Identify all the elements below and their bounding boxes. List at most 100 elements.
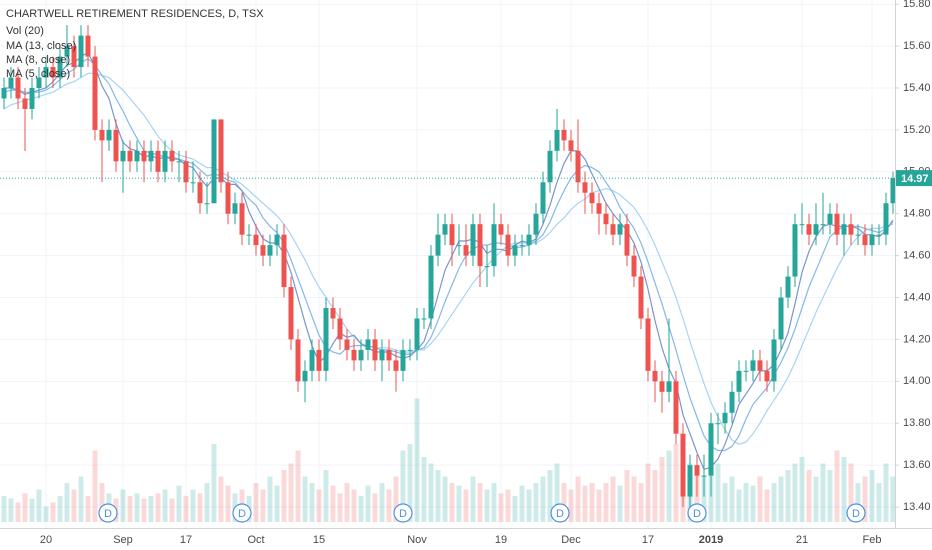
volume-bar <box>414 398 420 522</box>
x-tick-label: 21 <box>796 534 808 546</box>
y-tick-label: 15.40 <box>903 82 931 94</box>
volume-bar <box>274 485 280 522</box>
volume-bar <box>421 457 427 522</box>
volume-bar <box>99 483 105 522</box>
candle-body <box>141 150 147 162</box>
volume-bar <box>92 450 98 522</box>
candle-body <box>680 433 686 497</box>
candle-body <box>505 234 511 256</box>
candle-body <box>288 287 294 340</box>
candle-body <box>99 129 105 141</box>
volume-bar <box>834 450 840 522</box>
y-tick-label: 14.20 <box>903 333 931 345</box>
volume-bar <box>50 502 56 522</box>
candle-body <box>610 224 616 235</box>
volume-bar <box>211 444 217 522</box>
volume-bar <box>379 483 385 522</box>
candle-body <box>638 276 644 319</box>
candle-body <box>267 245 273 256</box>
volume-bar <box>1 496 7 522</box>
candle-body <box>645 318 651 371</box>
volume-bar <box>288 463 294 522</box>
candle-body <box>8 77 14 88</box>
candle-body <box>673 381 679 434</box>
candle-body <box>519 245 525 247</box>
volume-bar <box>876 483 882 522</box>
x-tick-label: Nov <box>407 534 427 546</box>
candle-body <box>463 245 469 256</box>
volume-bar <box>71 489 77 522</box>
x-tick-label: Feb <box>863 534 882 546</box>
volume-bar <box>43 506 49 522</box>
candle-body <box>351 349 357 361</box>
x-tick-label: 17 <box>180 534 192 546</box>
candle-body <box>295 339 301 382</box>
volume-bar <box>519 485 525 522</box>
volume-bar <box>764 489 770 522</box>
volume-bar <box>218 476 224 522</box>
y-tick-label: 15.80 <box>903 0 931 10</box>
volume-bar <box>848 463 854 522</box>
dividend-marker <box>98 503 118 523</box>
x-tick-label: 20 <box>40 534 52 546</box>
volume-bar <box>134 493 140 522</box>
candle-body <box>435 234 441 256</box>
candle-body <box>715 423 721 425</box>
candle-body <box>820 224 826 226</box>
volume-bar <box>407 444 413 522</box>
y-tick-label: 14.60 <box>903 250 931 262</box>
volume-bar <box>225 485 231 522</box>
volume-bar <box>883 463 889 522</box>
candle-body <box>470 224 476 256</box>
volume-bar <box>372 493 378 522</box>
volume-bar <box>736 489 742 522</box>
volume-bar <box>36 489 42 522</box>
volume-bar <box>855 483 861 522</box>
candle-body <box>393 360 399 371</box>
candle-body <box>484 266 490 268</box>
candle-body <box>316 349 322 371</box>
volume-bar <box>358 496 364 522</box>
candle-body <box>659 381 665 392</box>
volume-bar <box>323 470 329 522</box>
volume-bar <box>582 485 588 522</box>
candle-body <box>617 224 623 235</box>
volume-bar <box>610 476 616 522</box>
x-tick-label: 19 <box>495 534 507 546</box>
volume-bar <box>470 476 476 522</box>
volume-bar <box>330 485 336 522</box>
candle-body <box>876 234 882 236</box>
candle-body <box>708 423 714 476</box>
candle-body <box>162 150 168 172</box>
volume-bar <box>148 496 154 522</box>
volume-bar <box>428 463 434 522</box>
y-tick-label: 14.40 <box>903 291 931 303</box>
legend-entry: MA (13, close) <box>6 40 76 52</box>
candle-body <box>232 203 238 214</box>
volume-bar <box>757 476 763 522</box>
candle-body <box>148 150 154 162</box>
candle-body <box>421 318 427 320</box>
candle-body <box>71 46 77 68</box>
volume-bar <box>169 498 175 522</box>
candle-body <box>344 339 350 350</box>
volume-bar <box>890 476 896 522</box>
candle-body <box>547 150 553 183</box>
candle-body <box>323 308 329 371</box>
candle-body <box>442 224 448 235</box>
volume-bar <box>512 496 518 522</box>
dividend-label: D <box>556 508 564 520</box>
volume-bar <box>141 498 147 522</box>
candle-body <box>512 245 518 256</box>
volume-bar <box>57 496 63 522</box>
candle-body <box>771 339 777 382</box>
volume-bar <box>253 483 259 522</box>
candle-body <box>687 465 693 497</box>
candle-body <box>883 203 889 235</box>
volume-bar <box>596 489 602 522</box>
candle-body <box>631 255 637 277</box>
volume-bar <box>456 485 462 522</box>
candle-body <box>533 213 539 235</box>
candle-body <box>225 182 231 214</box>
candle-body <box>666 381 672 392</box>
